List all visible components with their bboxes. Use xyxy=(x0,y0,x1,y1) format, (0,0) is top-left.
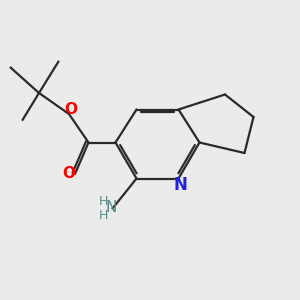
Text: O: O xyxy=(62,167,75,182)
Text: O: O xyxy=(64,102,77,117)
Text: N: N xyxy=(173,176,187,194)
Text: H: H xyxy=(99,208,108,222)
Text: N: N xyxy=(105,200,117,215)
Text: H: H xyxy=(99,195,108,208)
